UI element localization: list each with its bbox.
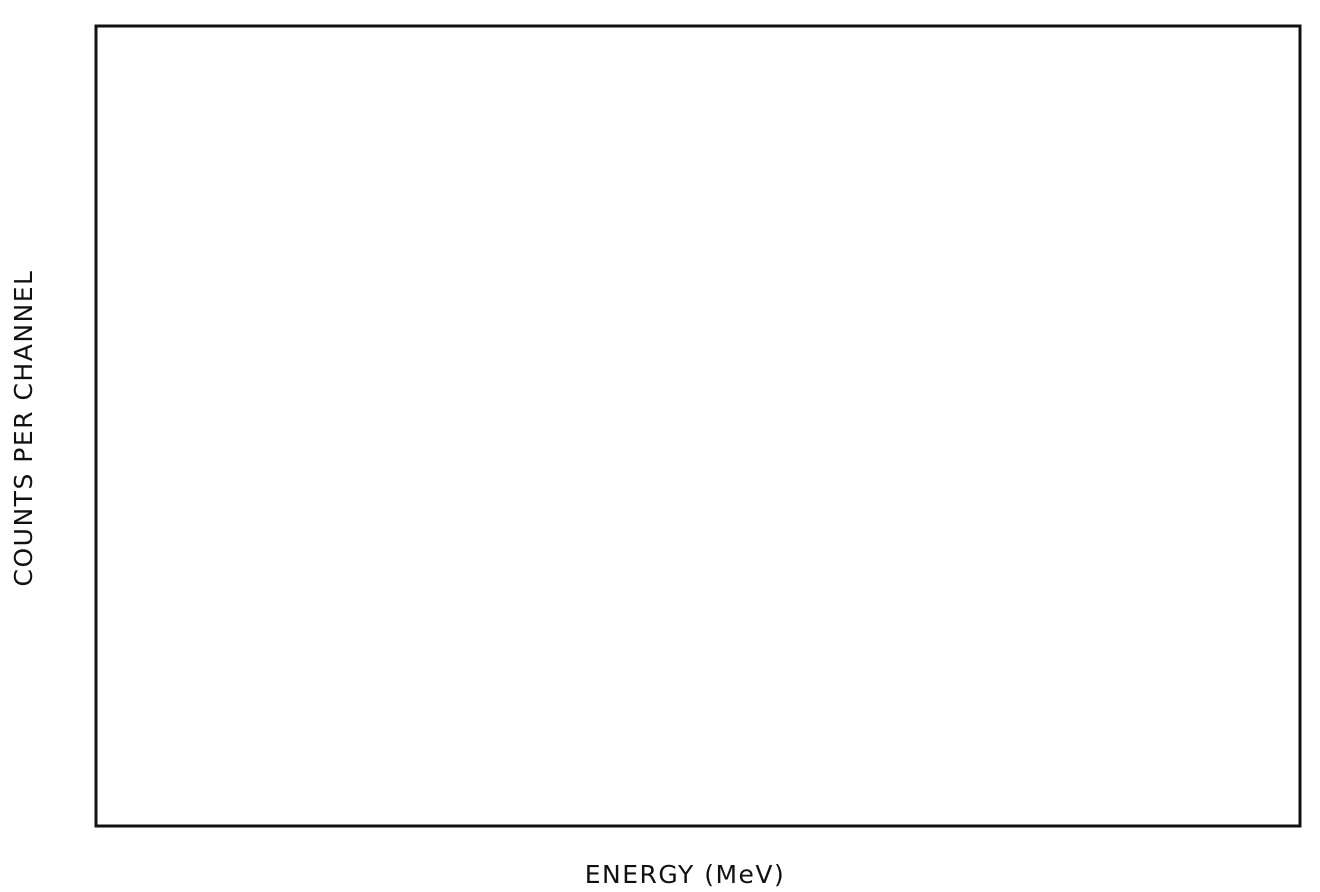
plot-frame	[94, 24, 1302, 828]
y-axis-title: COUNTS PER CHANNEL	[9, 270, 38, 587]
x-axis-title: ENERGY (MeV)	[585, 860, 786, 889]
